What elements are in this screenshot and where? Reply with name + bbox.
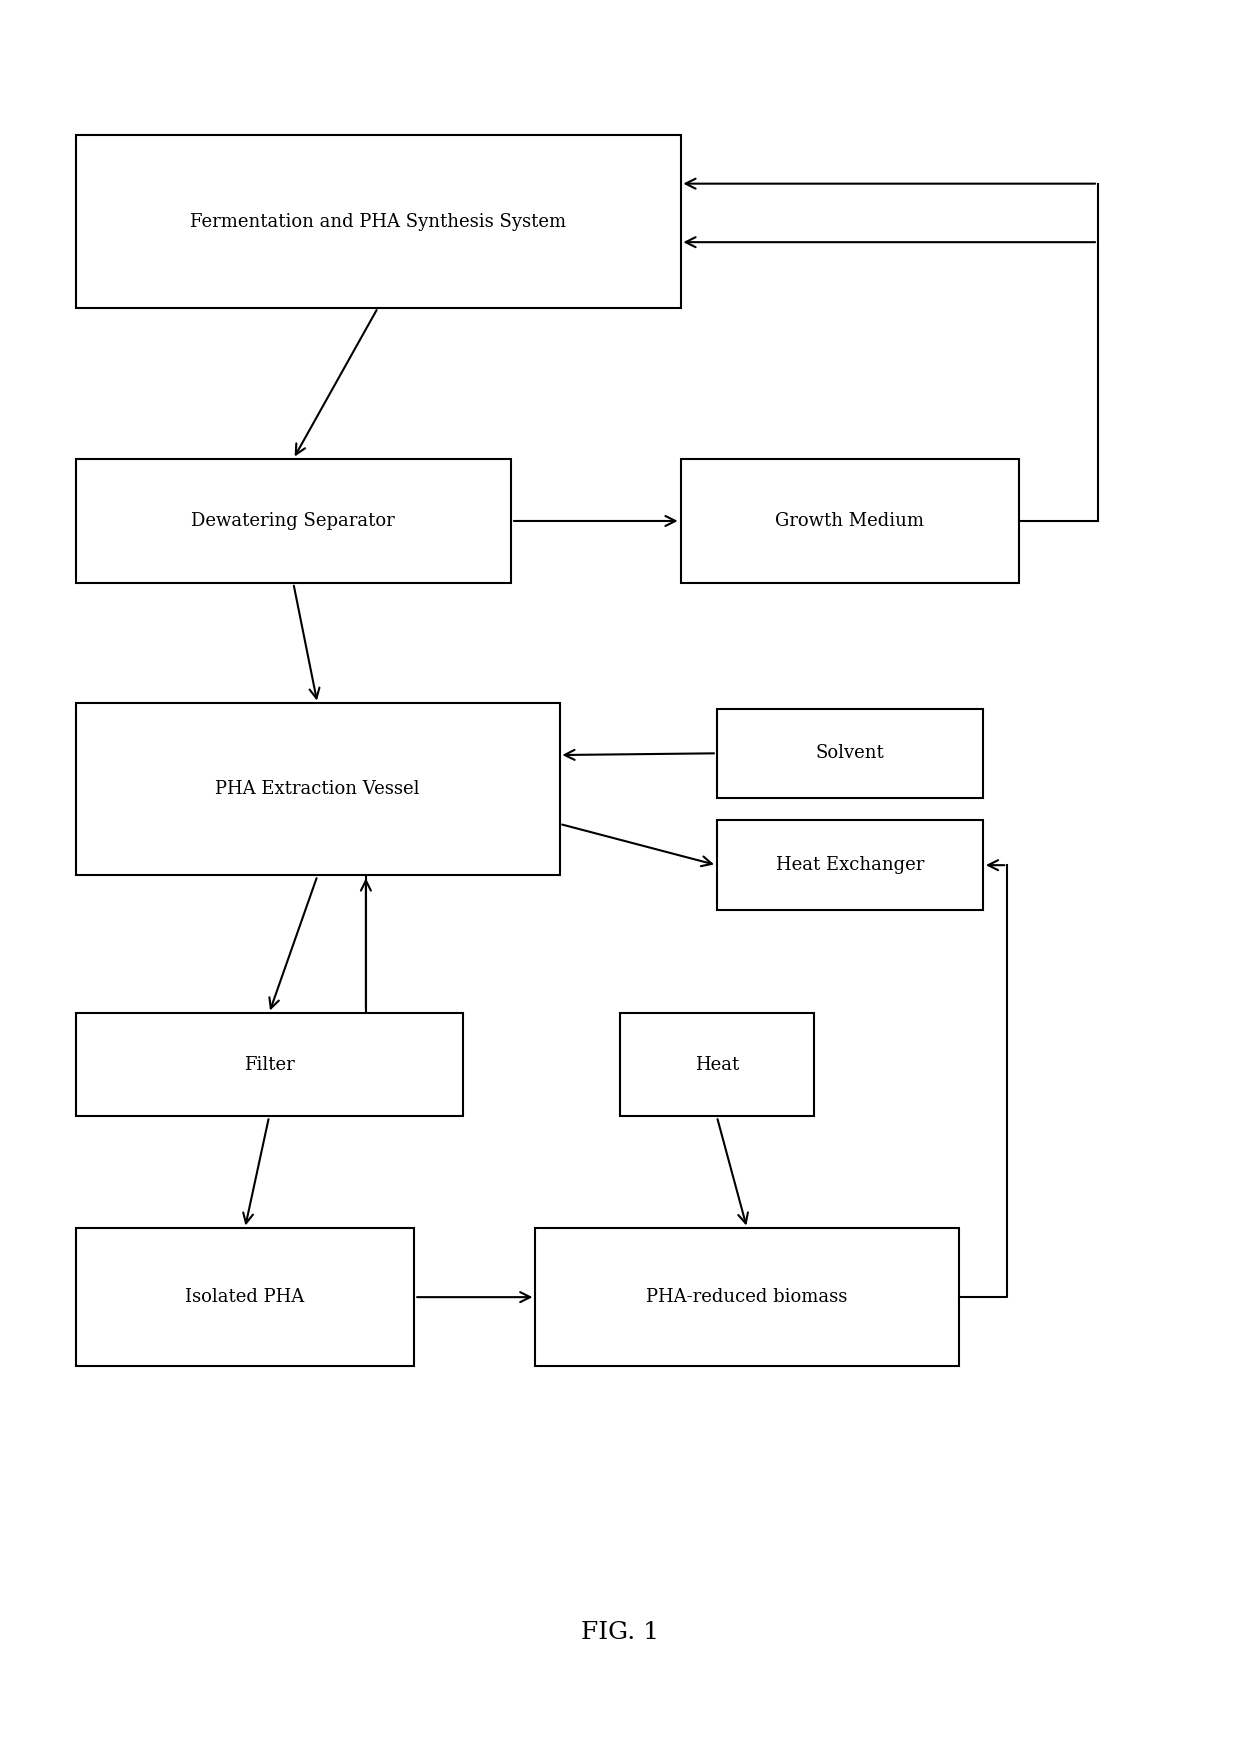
Text: Dewatering Separator: Dewatering Separator xyxy=(191,511,396,531)
Text: Fermentation and PHA Synthesis System: Fermentation and PHA Synthesis System xyxy=(190,212,567,231)
Text: Heat Exchanger: Heat Exchanger xyxy=(776,856,924,874)
FancyBboxPatch shape xyxy=(536,1227,959,1366)
Text: Growth Medium: Growth Medium xyxy=(775,511,924,531)
FancyBboxPatch shape xyxy=(76,704,559,876)
Text: Isolated PHA: Isolated PHA xyxy=(185,1289,305,1306)
FancyBboxPatch shape xyxy=(76,1227,414,1366)
FancyBboxPatch shape xyxy=(620,1014,813,1117)
Text: PHA-reduced biomass: PHA-reduced biomass xyxy=(646,1289,848,1306)
Text: PHA Extraction Vessel: PHA Extraction Vessel xyxy=(216,781,420,798)
FancyBboxPatch shape xyxy=(76,1014,463,1117)
Text: FIG. 1: FIG. 1 xyxy=(582,1621,658,1644)
FancyBboxPatch shape xyxy=(76,135,681,308)
Text: Solvent: Solvent xyxy=(816,744,884,762)
Text: Filter: Filter xyxy=(244,1056,294,1073)
FancyBboxPatch shape xyxy=(717,821,983,911)
FancyBboxPatch shape xyxy=(76,459,511,583)
FancyBboxPatch shape xyxy=(717,709,983,798)
FancyBboxPatch shape xyxy=(681,459,1019,583)
Text: Heat: Heat xyxy=(694,1056,739,1073)
